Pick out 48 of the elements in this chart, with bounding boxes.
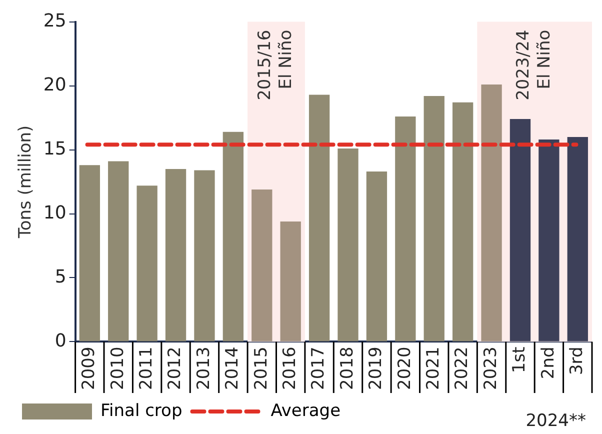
bar bbox=[338, 148, 358, 342]
x-tick-label: 2023 bbox=[480, 346, 501, 390]
bar bbox=[567, 136, 588, 342]
text: 2024** bbox=[526, 410, 586, 431]
bar bbox=[510, 119, 531, 342]
x-tick-label: 2012 bbox=[165, 346, 186, 390]
band-label: 2023/24 El Niño bbox=[514, 30, 555, 100]
y-tick-label: 15 bbox=[43, 138, 66, 160]
y-tick-label: 0 bbox=[54, 330, 66, 352]
band-label: 2015/16 El Niño bbox=[255, 30, 296, 100]
bar bbox=[165, 168, 186, 342]
x-tick-label: 2016 bbox=[280, 346, 300, 390]
bar bbox=[108, 161, 129, 342]
x-tick-label: 2013 bbox=[194, 346, 214, 390]
legend-label: Average bbox=[270, 400, 341, 421]
x-tick-label: 2nd bbox=[538, 346, 558, 380]
y-tick-label: 10 bbox=[43, 202, 66, 224]
bar bbox=[280, 221, 301, 342]
x-tick-label: 2018 bbox=[337, 346, 358, 390]
x-tick-label: 2019 bbox=[366, 346, 386, 390]
x-tick-label: 2010 bbox=[108, 346, 128, 390]
x-tick-label: 3rd bbox=[567, 346, 588, 376]
x-tick-label: 1st bbox=[510, 346, 530, 374]
bar bbox=[424, 96, 444, 342]
bar bbox=[194, 170, 215, 342]
bar bbox=[222, 132, 244, 342]
legend-label: Final crop bbox=[100, 400, 182, 421]
x-tick-label: 2014 bbox=[222, 346, 243, 390]
bar bbox=[481, 84, 502, 342]
x-tick-label: 2020 bbox=[394, 346, 415, 390]
x-tick-label: 2011 bbox=[136, 346, 156, 390]
bar bbox=[366, 172, 388, 342]
x-tick-label: 2009 bbox=[79, 346, 100, 390]
bar bbox=[136, 186, 158, 342]
bar bbox=[79, 165, 100, 342]
x-tick-label: 2015 bbox=[251, 346, 272, 390]
bar bbox=[252, 189, 272, 342]
bar bbox=[452, 102, 474, 342]
bar bbox=[308, 94, 330, 342]
y-tick-label: 20 bbox=[43, 74, 66, 96]
x-tick-label: 2021 bbox=[424, 346, 444, 390]
x-tick-label: 2022 bbox=[452, 346, 472, 390]
y-tick-label: 5 bbox=[54, 266, 66, 288]
x-tick-label: 2017 bbox=[308, 346, 329, 390]
bar bbox=[538, 140, 560, 342]
bar bbox=[395, 116, 416, 342]
y-tick-label: 25 bbox=[43, 10, 66, 32]
y-axis-title: Tons (million) bbox=[16, 125, 36, 240]
